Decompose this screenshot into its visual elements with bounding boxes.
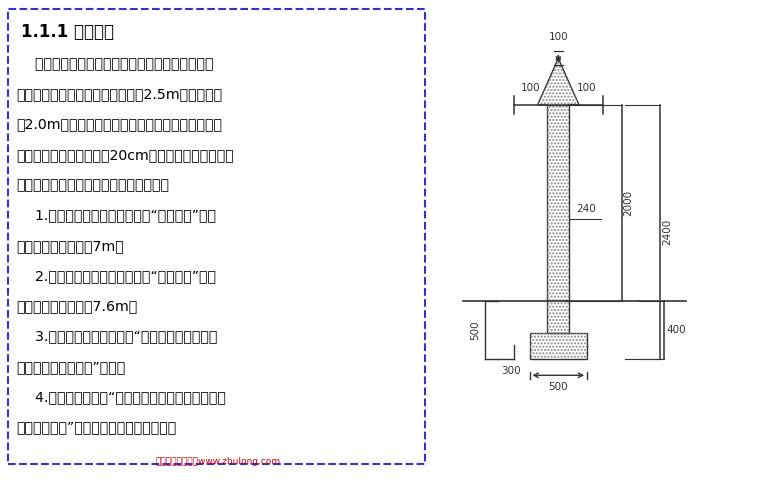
- Text: 500: 500: [549, 382, 568, 392]
- Text: 100: 100: [521, 83, 540, 93]
- Text: 400: 400: [667, 325, 686, 335]
- Text: 1.砖筑式：主要图案为企标加“南通二建”，为: 1.砖筑式：主要图案为企标加“南通二建”，为: [17, 209, 216, 223]
- Text: 位、施工单位”全称，右侧为工程效果图。: 位、施工单位”全称，右侧为工程效果图。: [17, 421, 177, 435]
- Text: 240: 240: [576, 204, 596, 214]
- Bar: [530, 333, 587, 359]
- Text: 100: 100: [576, 83, 596, 93]
- Text: 白底蓝字，每组间隔7.6m。: 白底蓝字，每组间隔7.6m。: [17, 299, 138, 313]
- Text: 1.1.1 现场围挡: 1.1.1 现场围挡: [21, 23, 114, 42]
- Bar: [547, 105, 569, 333]
- Text: 带来不便，敬请谅解”标语。: 带来不便，敬请谅解”标语。: [17, 360, 126, 374]
- Text: 4.靠近大门左侧为“建设单位、监理单位、设计单: 4.靠近大门左侧为“建设单位、监理单位、设计单: [17, 390, 226, 404]
- Text: 500: 500: [470, 320, 480, 340]
- Text: 做支架，工字钉做立柱。围墙标志组合：: 做支架，工字钉做立柱。围墙标志组合：: [17, 178, 169, 192]
- Text: 2400: 2400: [662, 219, 672, 245]
- Bar: [547, 105, 569, 333]
- Text: 围墙可用砖筑式，夹芯彩钉板式或波纹彩钉板。: 围墙可用砖筑式，夹芯彩钉板式或波纹彩钉板。: [17, 57, 214, 71]
- Bar: [530, 333, 587, 359]
- Text: 2.金属式：主要图案为企标加“南通二建”，为: 2.金属式：主要图案为企标加“南通二建”，为: [17, 269, 216, 283]
- Text: 此文章来自筑龙网www.zhulong.com: 此文章来自筑龙网www.zhulong.com: [156, 457, 281, 466]
- Text: 100: 100: [549, 32, 568, 42]
- Text: 于2.0m。市区主要路段临街面使用夹芯板或波纹彩: 于2.0m。市区主要路段临街面使用夹芯板或波纹彩: [17, 117, 223, 131]
- Text: 3.临街面或醒目位置应设“我们在此施工，给您: 3.临街面或醒目位置应设“我们在此施工，给您: [17, 329, 217, 343]
- Text: 钉板的，必须砖筑不小于20cm的基础。夹芯板用槽钉: 钉板的，必须砖筑不小于20cm的基础。夹芯板用槽钉: [17, 148, 234, 162]
- Text: 300: 300: [501, 366, 521, 376]
- Text: 2000: 2000: [624, 190, 634, 216]
- Text: 白底蓝字，每组间隔7m。: 白底蓝字，每组间隔7m。: [17, 239, 125, 253]
- Text: 市区主要路段临街围墙高度不低于2.5m，其余不低: 市区主要路段临街围墙高度不低于2.5m，其余不低: [17, 87, 223, 101]
